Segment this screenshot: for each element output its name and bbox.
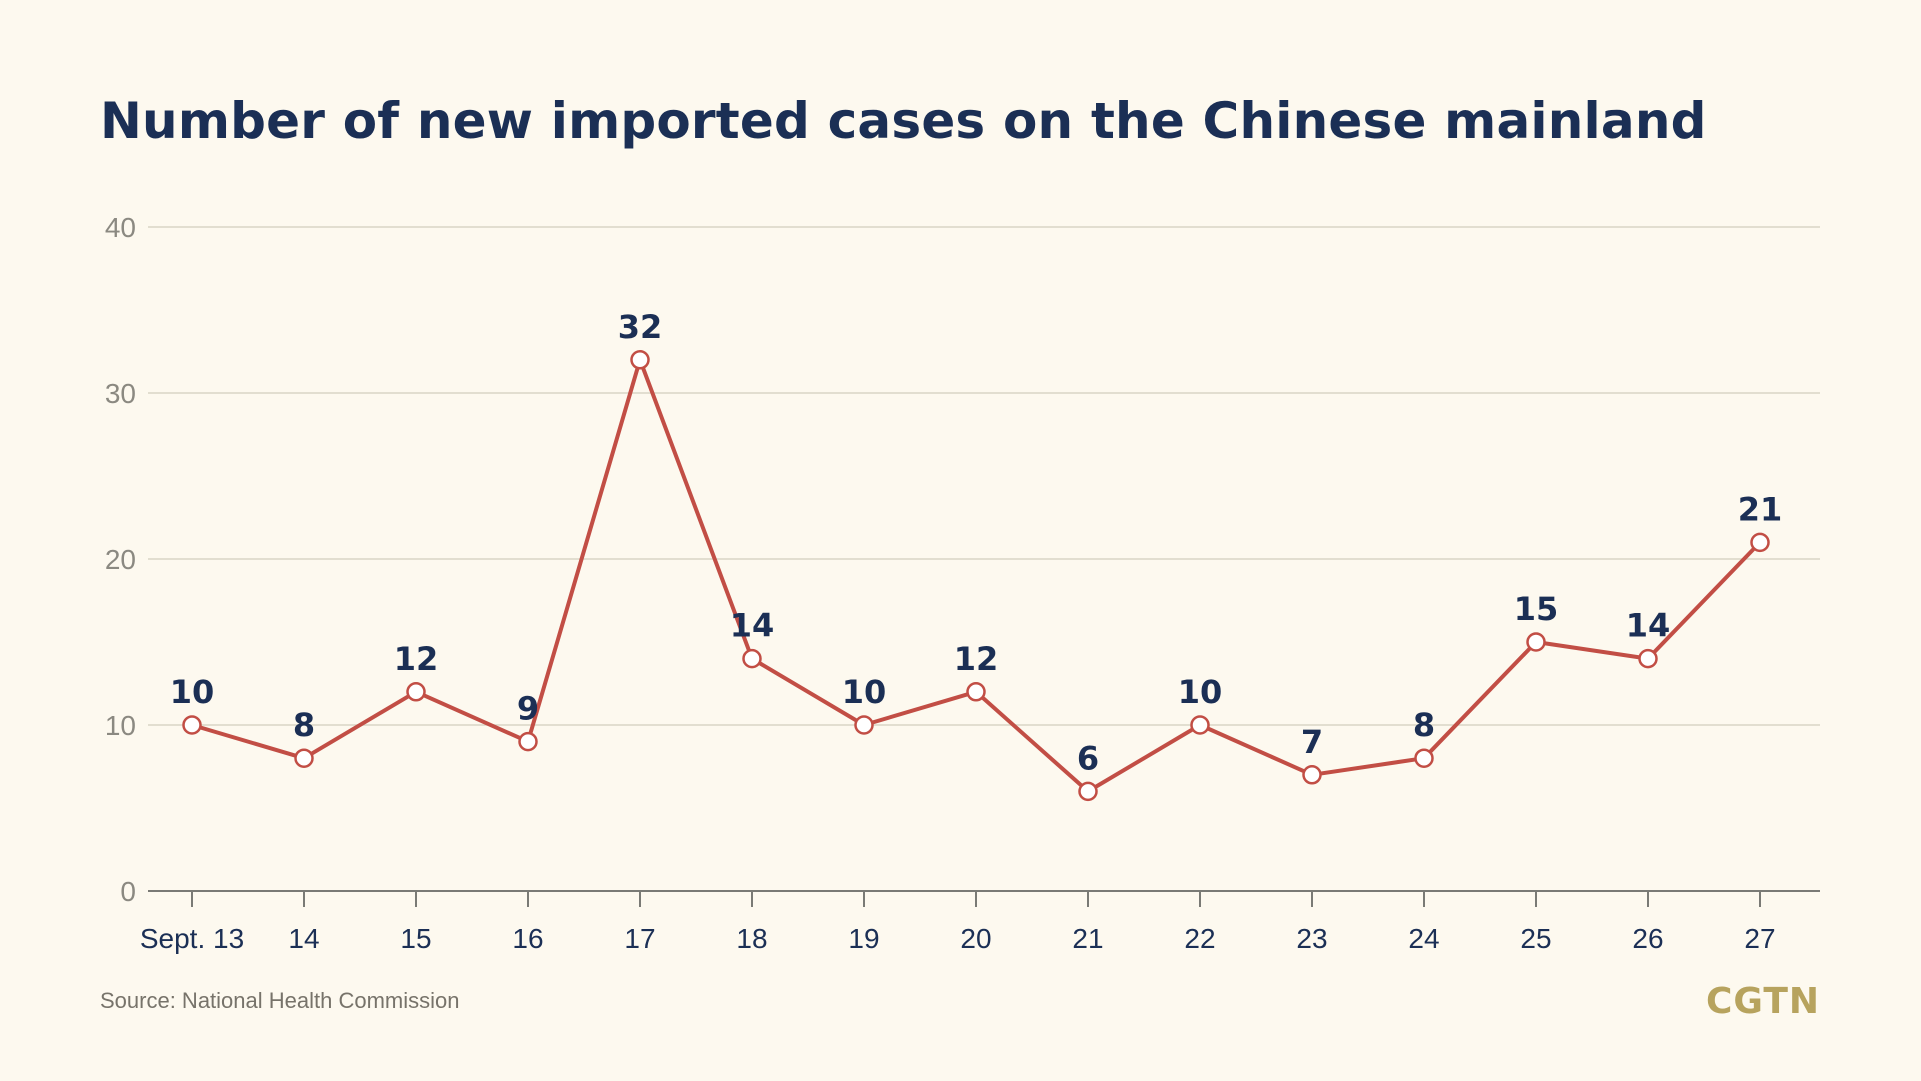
y-tick-label: 20 (105, 544, 136, 575)
y-tick-label: 30 (105, 378, 136, 409)
data-point (1414, 748, 1434, 768)
y-tick-label: 40 (105, 212, 136, 243)
cgtn-logo: CGTN (1706, 981, 1821, 1022)
data-point (1078, 781, 1098, 802)
data-label: 14 (730, 607, 775, 645)
x-tick-label: 14 (288, 923, 319, 954)
data-label: 10 (170, 673, 215, 711)
data-point (518, 731, 538, 752)
data-label: 10 (842, 673, 887, 711)
x-tick-label: 21 (1072, 923, 1103, 954)
data-label: 8 (293, 706, 315, 744)
data-point (182, 715, 202, 735)
x-tick-label: 18 (736, 923, 767, 954)
data-point (1302, 765, 1322, 785)
data-label: 10 (1178, 673, 1223, 711)
x-tick-label: 26 (1632, 923, 1663, 954)
series-line (190, 357, 1762, 794)
data-label: 32 (618, 308, 663, 346)
data-point (854, 715, 874, 735)
data-label: 9 (517, 690, 539, 728)
x-tick-label: 25 (1520, 923, 1551, 954)
data-point (1638, 648, 1658, 669)
y-tick-label: 10 (105, 710, 136, 741)
data-point (1190, 715, 1210, 735)
x-tick-label: 19 (848, 923, 879, 954)
grid-lines (148, 226, 1820, 726)
data-label: 12 (954, 640, 999, 678)
x-tick-label: 23 (1296, 923, 1327, 954)
x-axis-tick-labels: Sept. 13 14 15 16 17 18 19 20 21 22 23 24 25 26 27 (140, 923, 1776, 954)
series-layer (190, 357, 1762, 794)
data-labels: 10 8 12 9 32 14 10 12 6 10 7 8 15 14 21 (170, 308, 1783, 778)
x-tick-label: Sept. 13 (140, 923, 244, 954)
source-note: Source: National Health Commission (100, 988, 460, 1013)
data-label: 12 (394, 640, 439, 678)
data-label: 15 (1514, 590, 1559, 628)
x-tick-label: 17 (624, 923, 655, 954)
x-axis (148, 890, 1820, 907)
data-point (406, 682, 426, 702)
x-tick-label: 22 (1184, 923, 1215, 954)
x-tick-label: 20 (960, 923, 991, 954)
data-point (1750, 532, 1770, 553)
data-points (182, 350, 1770, 802)
y-tick-label: 0 (120, 876, 136, 907)
x-tick-label: 27 (1744, 923, 1775, 954)
x-tick-label: 15 (400, 923, 431, 954)
data-label: 7 (1301, 723, 1323, 761)
data-label: 14 (1626, 607, 1671, 645)
y-axis-tick-labels: 0 10 20 30 40 (105, 212, 136, 907)
x-tick-label: 16 (512, 923, 543, 954)
x-tick-label: 24 (1408, 923, 1439, 954)
chart-title: Number of new imported cases on the Chin… (100, 92, 1707, 150)
data-point (742, 648, 762, 669)
data-label: 8 (1413, 706, 1435, 744)
data-point (630, 350, 650, 370)
data-label: 21 (1738, 490, 1783, 528)
data-point (966, 682, 986, 702)
data-label: 6 (1077, 739, 1099, 777)
data-point (1526, 632, 1546, 652)
data-point (294, 748, 314, 768)
